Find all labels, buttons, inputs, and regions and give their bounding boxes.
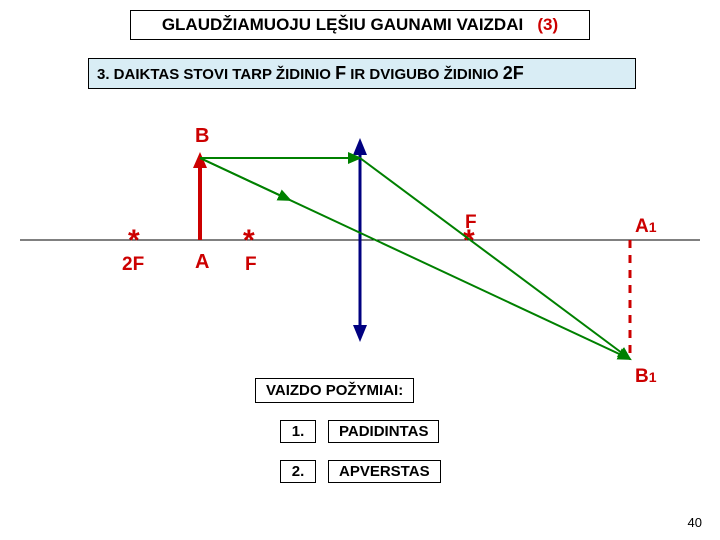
lens-arrow-top — [353, 138, 367, 155]
subtitle-box: 3. DAIKTAS STOVI TARP ŽIDINIO F IR DVIGU… — [88, 58, 636, 89]
star-2f-left: * — [128, 224, 140, 257]
slide-number: 40 — [688, 515, 702, 530]
title-text: GLAUDŽIAMUOJU LĘŠIU GAUNAMI VAIZDAI — [162, 15, 523, 34]
info-text-2: APVERSTAS — [328, 460, 441, 483]
title-number: (3) — [537, 15, 558, 34]
subtitle-f: F — [335, 63, 346, 83]
info-text-1: PADIDINTAS — [328, 420, 439, 443]
subtitle-twof: 2F — [503, 63, 524, 83]
label-A: A — [195, 251, 209, 273]
subtitle-mid: IR DVIGUBO ŽIDINIO — [350, 66, 498, 83]
label-B1: B1 — [635, 366, 657, 387]
subtitle-prefix: 3. DAIKTAS STOVI TARP ŽIDINIO — [97, 66, 331, 83]
info-num-2: 2. — [280, 460, 316, 483]
label-B: B — [195, 125, 209, 147]
label-f-left: F — [245, 254, 257, 275]
info-row-2: 2. APVERSTAS — [280, 460, 441, 483]
info-row-1: 1. PADIDINTAS — [280, 420, 439, 443]
info-title: VAIZDO POŽYMIAI: — [255, 378, 414, 403]
optics-diagram: B A * * * 2F F F A1 B1 — [0, 110, 720, 390]
label-f-right: F — [465, 212, 477, 233]
label-2f-left: 2F — [122, 254, 144, 275]
info-num-1: 1. — [280, 420, 316, 443]
ray1-seg2 — [360, 158, 630, 359]
star-f-left: * — [243, 224, 255, 257]
label-A1: A1 — [635, 216, 657, 237]
lens-arrow-bottom — [353, 325, 367, 342]
title-box: GLAUDŽIAMUOJU LĘŠIU GAUNAMI VAIZDAI (3) — [130, 10, 590, 40]
ray2-mid — [200, 158, 290, 200]
